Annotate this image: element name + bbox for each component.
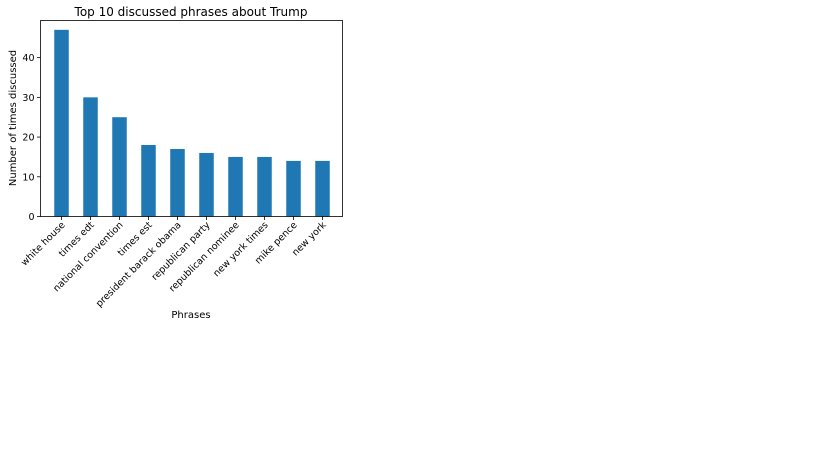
- bars-group: [54, 29, 330, 217]
- bar-republican-nominee: [228, 156, 243, 217]
- y-tick-label: 20: [22, 133, 34, 144]
- bar-new-york-times: [257, 156, 272, 217]
- bar-times-est: [141, 145, 156, 217]
- bar-white-house: [54, 29, 69, 217]
- y-tick-label: 0: [28, 212, 34, 223]
- bar-national-convention: [112, 117, 127, 217]
- bar-times-edt: [83, 97, 98, 217]
- y-axis-label: Number of times discussed: [8, 50, 19, 186]
- bar-new-york: [315, 160, 330, 217]
- x-tick-label: white house: [19, 220, 68, 269]
- bar-president-barack-obama: [170, 148, 185, 217]
- plot-frame: [40, 20, 343, 217]
- bar-republican-party: [199, 152, 214, 217]
- y-tick-label: 30: [22, 93, 34, 104]
- y-tick-label: 10: [22, 172, 34, 183]
- bar-mike-pence: [286, 160, 301, 217]
- x-axis-label: Phrases: [171, 310, 210, 321]
- chart-title: Top 10 discussed phrases about Trump: [74, 5, 308, 19]
- y-tick-label: 40: [22, 53, 34, 64]
- y-axis: 0 10 20 30 40: [22, 53, 41, 223]
